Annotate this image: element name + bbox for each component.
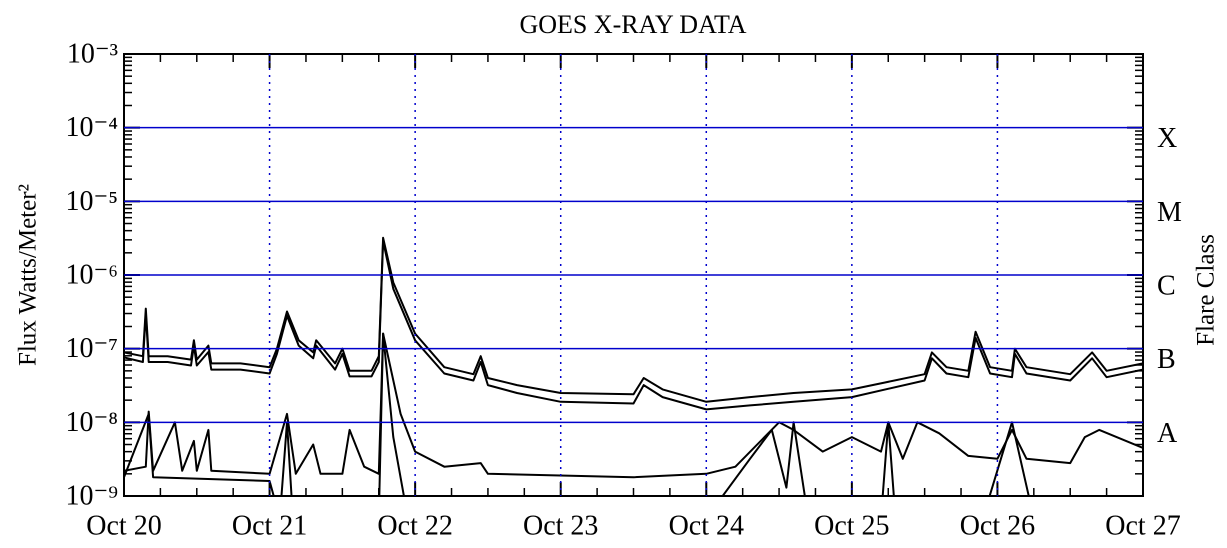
y-tick-label: 10⁻⁶ (65, 259, 118, 290)
y-tick-label: 10⁻⁵ (65, 186, 118, 217)
x-tick-label: Oct 22 (377, 510, 452, 541)
y2-axis-label: Flare Class (1193, 234, 1220, 346)
x-tick-label: Oct 24 (669, 510, 744, 541)
plot-lines (124, 236, 1143, 496)
x-tick-label: Oct 21 (232, 510, 307, 541)
y2-tick-label: M (1157, 197, 1182, 228)
flux-line (124, 236, 1143, 403)
y2-tick-label: A (1157, 418, 1178, 449)
x-tick-label: Oct 27 (1105, 510, 1180, 541)
flux-line (124, 332, 1143, 479)
y2-tick-label: X (1157, 123, 1177, 154)
y-tick-label: 10⁻⁴ (65, 112, 118, 143)
y-tick-label: 10⁻⁹ (65, 480, 118, 511)
x-tick-label: Oct 23 (523, 510, 598, 541)
x-tick-label: Oct 20 (86, 510, 161, 541)
flux-line (124, 332, 1030, 496)
flux-line (124, 239, 1143, 411)
y-tick-label: 10⁻⁷ (65, 333, 118, 364)
y-tick-label: 10⁻⁸ (65, 407, 118, 438)
y-axis-label: Flux Watts/Meter² (15, 184, 42, 366)
y2-tick-label: C (1157, 270, 1176, 301)
x-tick-label: Oct 25 (814, 510, 889, 541)
y-tick-label: 10⁻³ (67, 38, 118, 69)
y2-tick-label: B (1157, 344, 1176, 375)
chart-title: GOES X-RAY DATA (519, 10, 746, 39)
x-tick-label: Oct 26 (960, 510, 1035, 541)
